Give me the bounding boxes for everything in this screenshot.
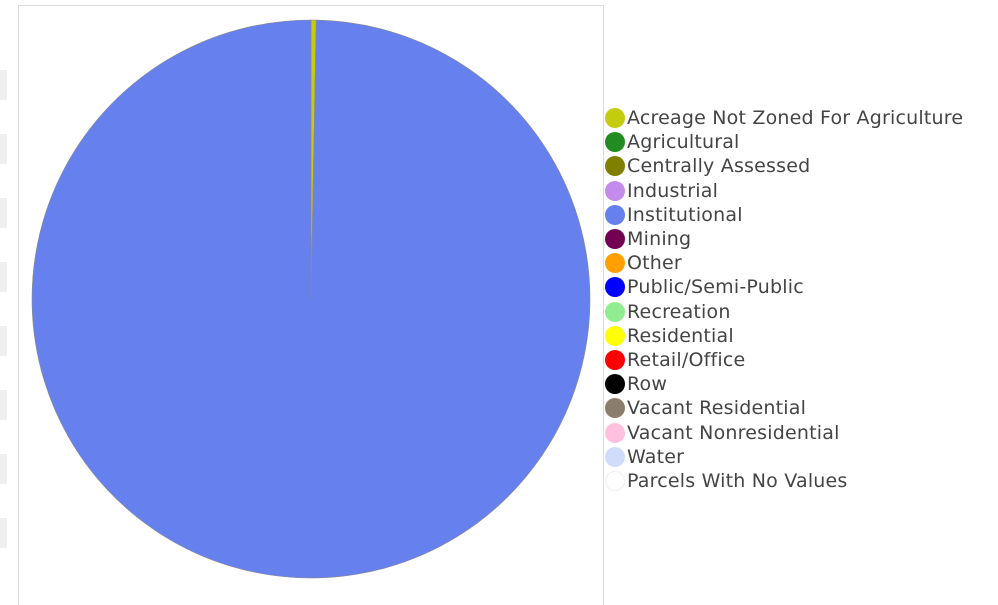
- legend-item[interactable]: Retail/Office: [605, 348, 963, 372]
- strip-tick: [0, 326, 7, 356]
- legend-label: Mining: [627, 228, 692, 251]
- legend-item[interactable]: Recreation: [605, 300, 963, 324]
- left-scroll-strip: [0, 0, 8, 591]
- strip-tick: [0, 454, 7, 484]
- legend-item[interactable]: Vacant Residential: [605, 396, 963, 420]
- legend-label: Centrally Assessed: [627, 155, 811, 178]
- legend-label: Acreage Not Zoned For Agriculture: [627, 107, 964, 130]
- legend-item[interactable]: Public/Semi-Public: [605, 275, 963, 299]
- legend-label: Residential: [627, 324, 734, 347]
- legend-label: Public/Semi-Public: [627, 276, 804, 299]
- legend-swatch: [605, 422, 625, 443]
- legend-label: Institutional: [627, 203, 743, 226]
- legend-label: Recreation: [627, 300, 731, 323]
- pie-chart: [31, 19, 591, 579]
- legend-swatch: [605, 301, 625, 322]
- chart-frame: [18, 5, 604, 605]
- legend-item[interactable]: Other: [605, 251, 963, 275]
- legend-item[interactable]: Institutional: [605, 203, 963, 227]
- pie-slice-institutional[interactable]: [31, 19, 591, 579]
- legend-item[interactable]: Centrally Assessed: [605, 154, 963, 178]
- strip-tick: [0, 134, 7, 164]
- strip-tick: [0, 518, 7, 548]
- legend-swatch: [605, 277, 625, 298]
- legend-swatch: [605, 325, 625, 346]
- strip-tick: [0, 262, 7, 292]
- legend-item[interactable]: Row: [605, 372, 963, 396]
- strip-tick: [0, 198, 7, 228]
- legend-label: Vacant Residential: [627, 397, 807, 420]
- legend-swatch: [605, 229, 625, 250]
- legend-label: Water: [627, 445, 685, 468]
- legend-swatch: [605, 349, 625, 370]
- legend-swatch: [605, 204, 625, 225]
- legend-item[interactable]: Mining: [605, 227, 963, 251]
- legend-item[interactable]: Agricultural: [605, 130, 963, 154]
- legend-label: Vacant Nonresidential: [627, 421, 840, 444]
- legend-swatch: [605, 470, 625, 491]
- legend-swatch: [605, 132, 625, 153]
- legend-label: Retail/Office: [627, 348, 746, 371]
- legend-swatch: [605, 180, 625, 201]
- legend-label: Row: [627, 373, 668, 396]
- legend-label: Agricultural: [627, 131, 740, 154]
- legend-item[interactable]: Vacant Nonresidential: [605, 420, 963, 444]
- strip-tick: [0, 70, 7, 100]
- legend-item[interactable]: Industrial: [605, 179, 963, 203]
- legend-label: Industrial: [627, 179, 719, 202]
- legend-label: Parcels With No Values: [627, 469, 848, 492]
- legend-swatch: [605, 446, 625, 467]
- legend-item[interactable]: Residential: [605, 324, 963, 348]
- legend-swatch: [605, 108, 625, 129]
- legend-item[interactable]: Parcels With No Values: [605, 469, 963, 493]
- legend-swatch: [605, 156, 625, 177]
- legend-swatch: [605, 374, 625, 395]
- chart-legend: Acreage Not Zoned For Agriculture Agricul…: [605, 106, 963, 493]
- legend-swatch: [605, 398, 625, 419]
- legend-item[interactable]: Acreage Not Zoned For Agriculture: [605, 106, 963, 130]
- strip-tick: [0, 390, 7, 420]
- legend-label: Other: [627, 252, 682, 275]
- legend-swatch: [605, 253, 625, 274]
- legend-item[interactable]: Water: [605, 445, 963, 469]
